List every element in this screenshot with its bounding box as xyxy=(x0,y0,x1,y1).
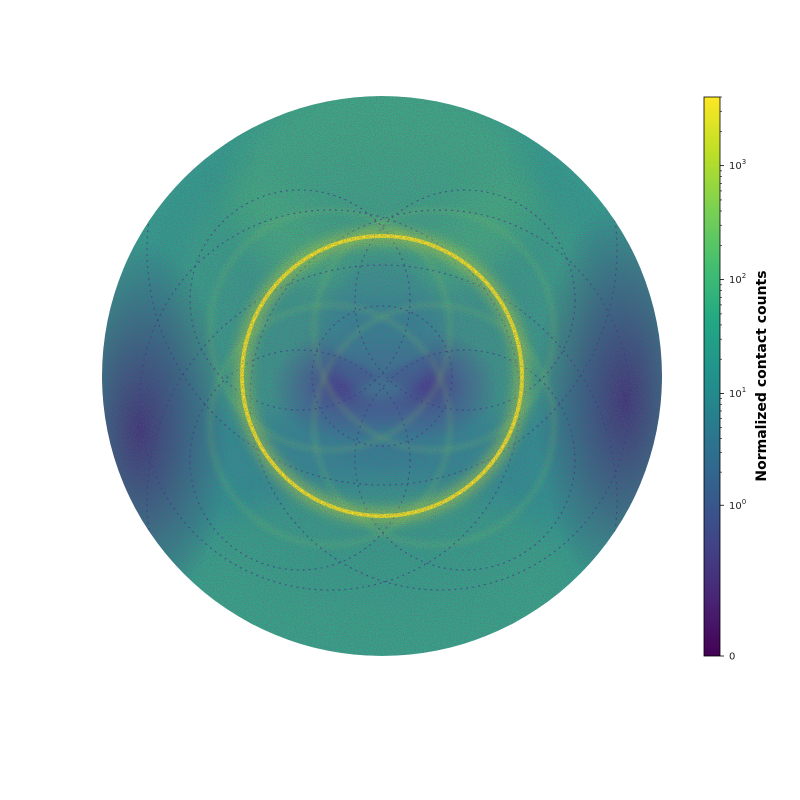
colorbar-tick-label: 0 xyxy=(729,652,735,663)
contact-map-disc xyxy=(102,96,662,656)
colorbar-ticks: 0 100 101 102 103 xyxy=(720,96,746,663)
colorbar-tick-label: 103 xyxy=(729,158,746,172)
colorbar: 0 100 101 102 103 Normalized contact counts xyxy=(703,96,770,663)
colorbar-tick-label: 100 xyxy=(729,498,746,512)
colorbar-label: Normalized contact counts xyxy=(754,270,770,481)
colorbar-gradient xyxy=(703,96,721,657)
colorbar-tick-label: 102 xyxy=(729,272,746,286)
colorbar-tick-label: 101 xyxy=(729,386,746,400)
